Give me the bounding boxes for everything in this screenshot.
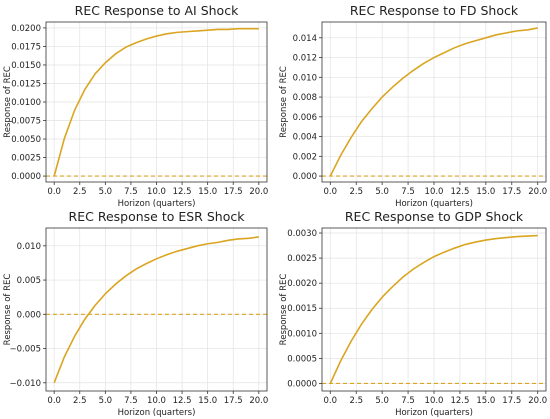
x-tick-label: 17.5 xyxy=(502,187,521,197)
y-tick-label: 0.0100 xyxy=(11,98,41,108)
y-tick-label: 0.0020 xyxy=(287,279,317,289)
x-tick-label: 20.0 xyxy=(249,396,268,406)
x-axis-label: Horizon (quarters) xyxy=(118,199,196,209)
x-axis-label: Horizon (quarters) xyxy=(118,408,196,418)
x-tick-label: 17.5 xyxy=(224,187,243,197)
x-tick-label: 2.5 xyxy=(73,187,87,197)
x-tick-label: 7.5 xyxy=(124,396,138,406)
x-tick-label: 10.0 xyxy=(147,396,166,406)
y-tick-label: 0.0150 xyxy=(11,61,41,71)
x-axis-label: Horizon (quarters) xyxy=(395,199,473,209)
y-tick-label: 0.000 xyxy=(293,172,317,182)
y-tick-label: 0.0005 xyxy=(287,354,317,364)
y-tick-label: 0.002 xyxy=(293,152,317,162)
y-tick-label: 0.000 xyxy=(17,310,41,320)
chart-title: REC Response to ESR Shock xyxy=(69,209,246,224)
chart-panel-rec-response-to-fd-shock: 0.0 2.5 5.0 7.5 10.0 12.5 15.0 17.5 20.0 0.000 0.0… xyxy=(279,3,547,209)
y-tick-label: 0.0025 xyxy=(287,254,317,264)
y-tick-label: −0.005 xyxy=(10,345,41,355)
y-tick-label: 0.0075 xyxy=(11,117,41,127)
response-line xyxy=(53,27,259,177)
x-tick-label: 20.0 xyxy=(528,396,547,406)
x-tick-label: 12.5 xyxy=(173,396,192,406)
x-tick-label: 12.5 xyxy=(450,396,469,406)
chart-title: REC Response to GDP Shock xyxy=(345,209,524,224)
x-tick-label: 20.0 xyxy=(249,187,268,197)
x-tick-label: 5.0 xyxy=(375,396,389,406)
y-tick-label: 0.005 xyxy=(17,276,41,286)
y-tick-label: 0.0000 xyxy=(287,379,317,389)
x-tick-label: 10.0 xyxy=(425,396,444,406)
y-tick-label: 0.014 xyxy=(293,34,317,44)
y-tick-label: 0.0030 xyxy=(287,229,317,239)
chart-title: REC Response to AI Shock xyxy=(75,3,239,18)
y-tick-label: 0.012 xyxy=(293,54,317,64)
y-tick-label: 0.006 xyxy=(293,113,317,123)
y-tick-label: 0.010 xyxy=(293,73,317,83)
x-tick-label: 17.5 xyxy=(224,396,243,406)
plot-frame xyxy=(45,21,268,183)
y-axis-label: Response of REC xyxy=(279,66,289,138)
x-tick-label: 15.0 xyxy=(476,187,495,197)
y-tick-label: 0.010 xyxy=(17,242,41,252)
plot-frame xyxy=(45,227,268,392)
y-tick-label: 0.0025 xyxy=(11,154,41,164)
x-tick-label: 15.0 xyxy=(198,396,217,406)
x-tick-label: 2.5 xyxy=(349,187,363,197)
x-tick-label: 0.0 xyxy=(324,187,338,197)
x-tick-label: 0.0 xyxy=(324,396,338,406)
chart-title: REC Response to FD Shock xyxy=(350,3,519,18)
y-tick-label: 0.0200 xyxy=(11,24,41,34)
y-axis-label: Response of REC xyxy=(3,66,13,138)
x-tick-label: 2.5 xyxy=(73,396,87,406)
y-tick-label: 0.0175 xyxy=(11,42,41,52)
x-tick-label: 0.0 xyxy=(47,187,61,197)
y-tick-label: 0.0010 xyxy=(287,329,317,339)
plot-frame xyxy=(321,21,547,183)
y-axis-label: Response of REC xyxy=(3,274,13,346)
y-tick-label: 0.0050 xyxy=(11,135,41,145)
y-axis-label: Response of REC xyxy=(279,274,289,346)
plot-frame xyxy=(321,227,547,392)
chart-panel-rec-response-to-esr-shock: 0.0 2.5 5.0 7.5 10.0 12.5 15.0 17.5 20.0 −0.010 −0… xyxy=(3,209,268,418)
x-tick-label: 20.0 xyxy=(528,187,547,197)
x-tick-label: 7.5 xyxy=(401,187,415,197)
x-tick-label: 7.5 xyxy=(124,187,138,197)
y-tick-label: 0.0125 xyxy=(11,79,41,89)
x-tick-label: 0.0 xyxy=(47,396,61,406)
x-tick-label: 15.0 xyxy=(198,187,217,197)
x-tick-label: 12.5 xyxy=(450,187,469,197)
y-tick-label: 0.0015 xyxy=(287,304,317,314)
x-tick-label: 10.0 xyxy=(147,187,166,197)
x-tick-label: 5.0 xyxy=(99,187,113,197)
x-tick-label: 12.5 xyxy=(173,187,192,197)
response-line xyxy=(329,27,538,177)
y-tick-label: 0.0000 xyxy=(11,172,41,182)
x-tick-label: 5.0 xyxy=(99,396,113,406)
x-tick-label: 2.5 xyxy=(349,396,363,406)
x-tick-label: 15.0 xyxy=(476,396,495,406)
y-tick-label: 0.004 xyxy=(293,133,317,143)
chart-panel-rec-response-to-ai-shock: 0.0 2.5 5.0 7.5 10.0 12.5 15.0 17.5 20.0 0.0000 0.… xyxy=(3,3,268,209)
response-line xyxy=(53,236,259,384)
x-tick-label: 5.0 xyxy=(375,187,389,197)
chart-panel-rec-response-to-gdp-shock: 0.0 2.5 5.0 7.5 10.0 12.5 15.0 17.5 20.0 0.0000 0.… xyxy=(279,209,547,418)
y-tick-label: −0.010 xyxy=(10,379,41,389)
x-tick-label: 17.5 xyxy=(502,396,521,406)
x-axis-label: Horizon (quarters) xyxy=(395,408,473,418)
response-line xyxy=(329,234,538,384)
x-tick-label: 7.5 xyxy=(401,396,415,406)
y-tick-label: 0.008 xyxy=(293,93,317,103)
x-tick-label: 10.0 xyxy=(425,187,444,197)
